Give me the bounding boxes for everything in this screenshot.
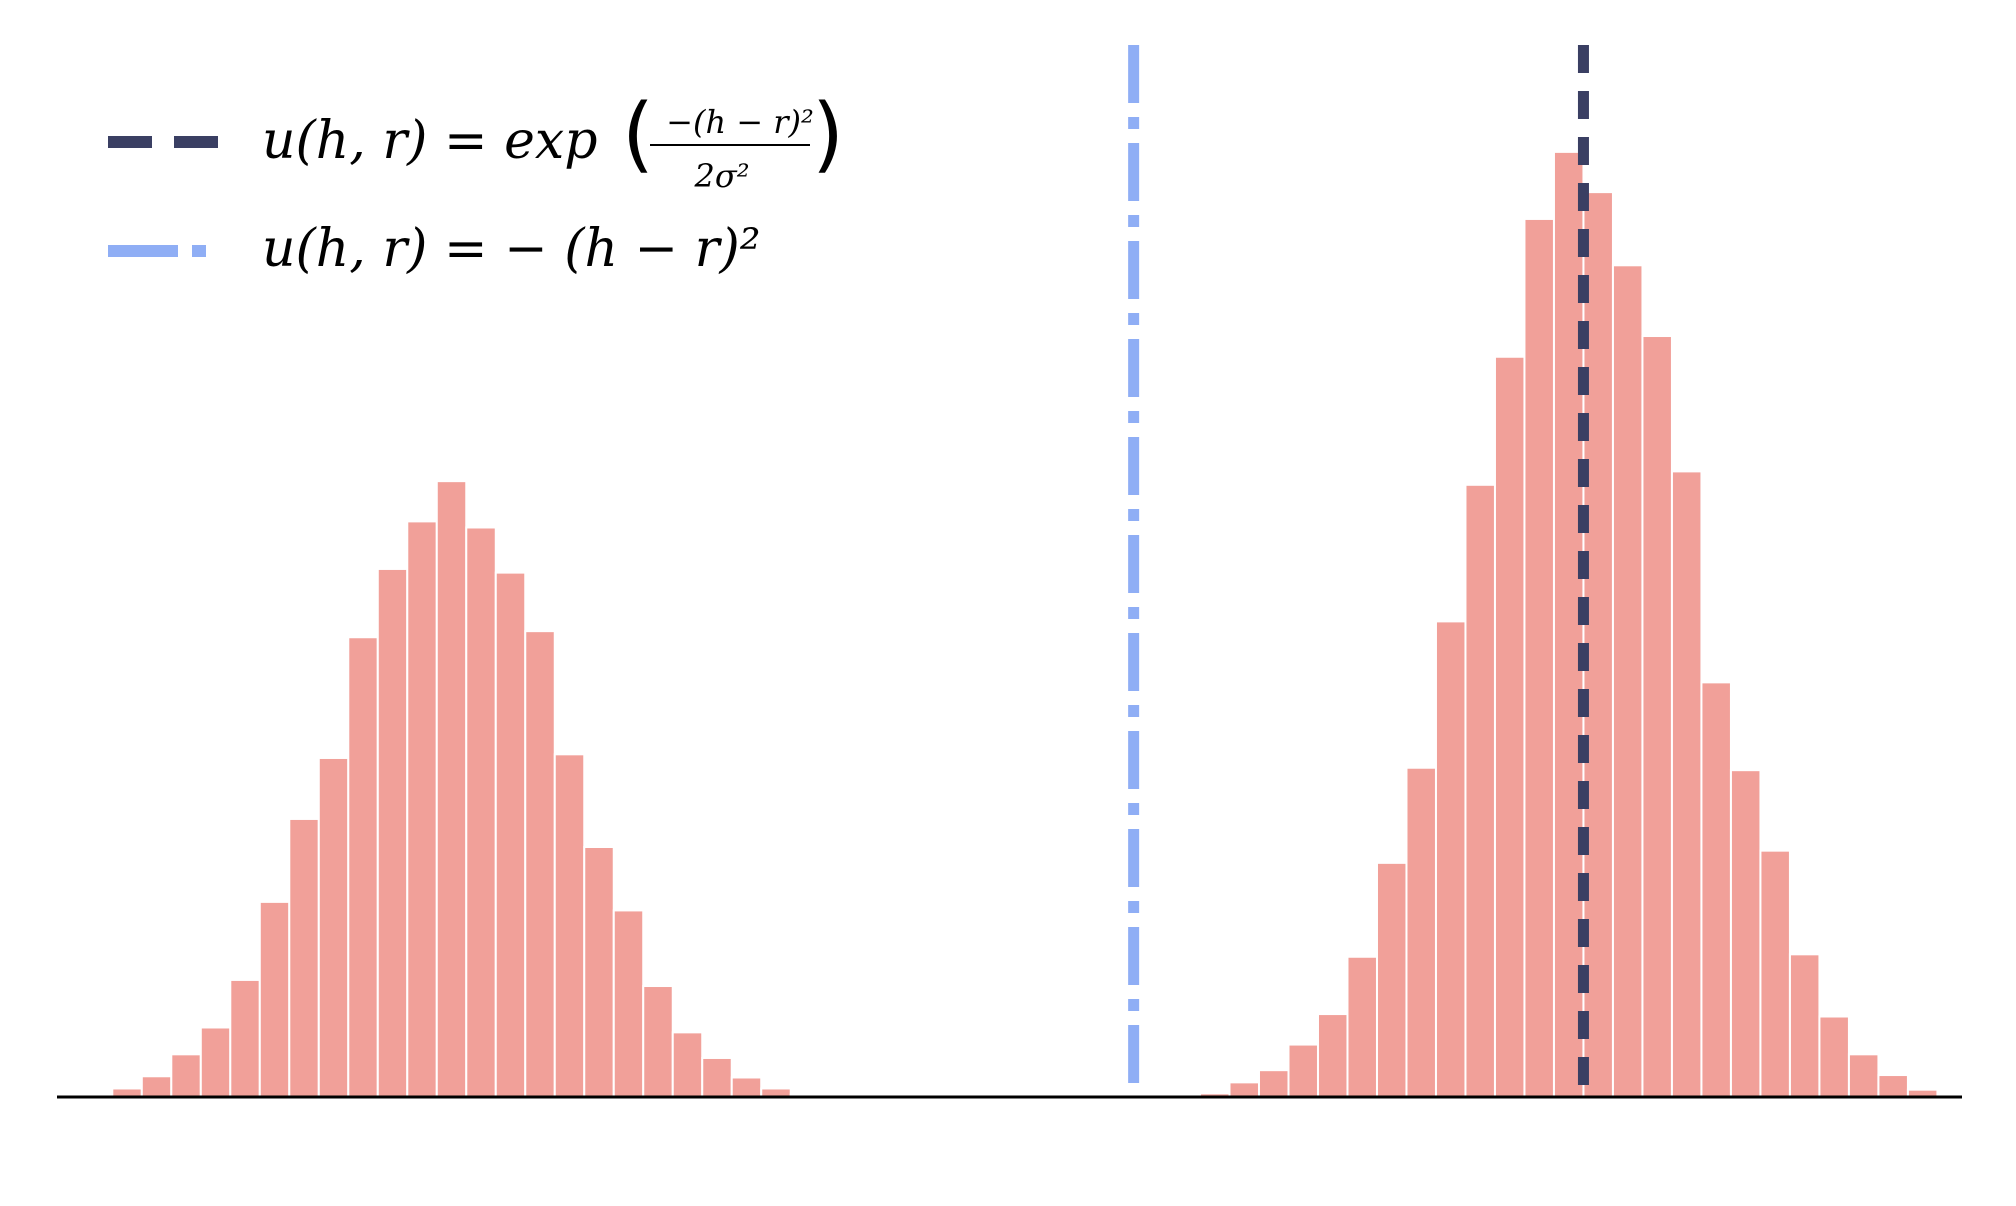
histogram-bar: [347, 636, 379, 1098]
histogram-bar: [1316, 1013, 1349, 1099]
histogram-bar: [642, 985, 674, 1099]
legend-label-quadratic: u(h, r) = − (h − r)²: [262, 219, 761, 279]
legend: u(h, r) = exp ( −(h − r)² 2σ² ) u(h, r) …: [108, 87, 844, 279]
histogram-bar: [1729, 769, 1762, 1098]
histogram-bar: [1434, 620, 1467, 1098]
legend-exp-prefix: u(h, r) = exp: [262, 111, 598, 171]
histogram-bar: [1700, 681, 1732, 1098]
histogram-bar: [1847, 1053, 1880, 1098]
histogram-bar: [1464, 483, 1496, 1098]
histogram-bar: [1670, 470, 1703, 1098]
histogram-bar: [1346, 955, 1378, 1098]
histogram-bar: [1257, 1069, 1290, 1099]
histogram-bar: [1228, 1081, 1260, 1098]
histogram-bar: [1523, 217, 1555, 1098]
histogram-bar: [465, 526, 497, 1098]
histogram-bar: [730, 1076, 763, 1098]
reference-lines: [1128, 45, 1589, 1097]
legend-exp-denominator: 2σ²: [693, 157, 749, 195]
legend-exp-paren-close: ): [812, 87, 844, 182]
histogram-bar: [701, 1056, 733, 1098]
histogram-bar: [258, 900, 291, 1098]
histogram-bar: [1375, 861, 1408, 1098]
histogram-bar: [612, 909, 645, 1098]
histogram-bar: [1788, 953, 1821, 1098]
histogram-bar: [1287, 1043, 1319, 1099]
histogram-bar: [140, 1075, 173, 1099]
histogram-bar: [1611, 264, 1644, 1099]
histogram-bar: [435, 480, 468, 1098]
histogram-bar: [229, 978, 261, 1098]
histogram-bar: [406, 520, 438, 1098]
legend-exp-numerator: −(h − r)²: [666, 103, 814, 141]
histogram-bars: [111, 150, 1939, 1099]
histogram-bar: [376, 567, 409, 1098]
histogram-bar: [199, 1026, 232, 1098]
histogram-bar: [553, 753, 586, 1098]
histogram-bar: [170, 1053, 202, 1098]
histogram-bar: [1818, 1015, 1850, 1099]
histogram-bar: [671, 1031, 704, 1098]
histogram-bar: [494, 571, 527, 1098]
histogram-bar: [1877, 1074, 1909, 1099]
histogram-bar: [1493, 355, 1526, 1098]
histogram-bar: [1405, 766, 1437, 1098]
svg-text:u(h, r) = exp: u(h, r) = exp: [262, 111, 598, 171]
histogram-bar: [524, 630, 556, 1099]
histogram-bar: [1759, 849, 1791, 1098]
histogram-bar: [1641, 335, 1673, 1098]
legend-label-exp: u(h, r) = exp ( −(h − r)² 2σ² ): [262, 87, 844, 195]
histogram-bar: [583, 846, 615, 1098]
histogram-bar: [288, 817, 320, 1098]
histogram-bar: [317, 756, 350, 1098]
legend-exp-paren-open: (: [622, 87, 654, 182]
